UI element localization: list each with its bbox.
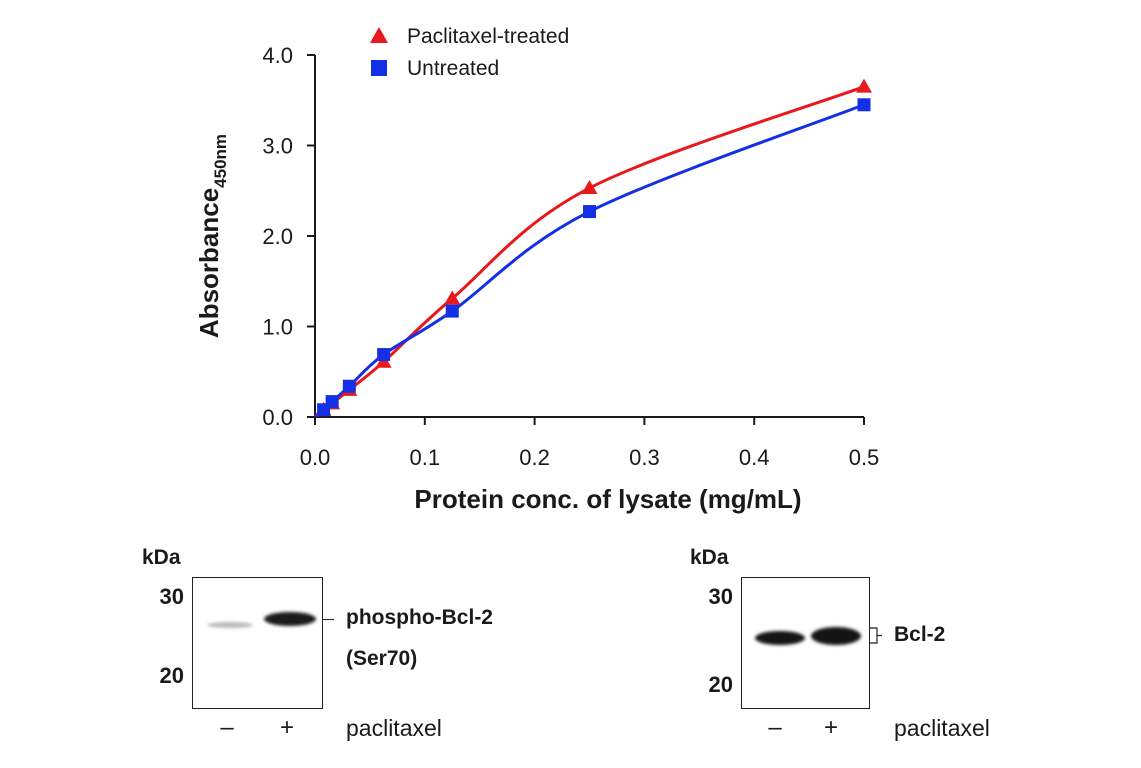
data-point-square	[583, 205, 596, 219]
y-tick-label: 1.0	[262, 315, 293, 340]
blot-right-lane-plus: +	[823, 714, 838, 741]
x-tick-label: 0.0	[300, 445, 331, 470]
blot-left-band-label-line2: (Ser70)	[346, 647, 418, 670]
legend-label: Paclitaxel-treated	[407, 25, 569, 48]
blot-right-bracket	[869, 627, 882, 644]
blot-left-treatment-label: paclitaxel	[346, 715, 442, 741]
blot-right-band-label: Bcl-2	[894, 623, 946, 646]
y-tick-label: 0.0	[262, 405, 293, 430]
fit-curves	[314, 85, 865, 418]
data-point-square	[445, 304, 459, 318]
y-tick-label: 3.0	[262, 134, 293, 159]
blot-right-treatment-label: paclitaxel	[894, 715, 990, 741]
blot-left-mw-30: 30	[159, 584, 184, 609]
data-point-square	[377, 348, 391, 362]
blot-right-band-lane2	[811, 627, 861, 645]
chart-legend: Paclitaxel-treated Untreated	[370, 25, 569, 80]
x-tick-label: 0.1	[410, 445, 441, 470]
data-point-square	[342, 379, 356, 393]
blot-left-kda: kDa	[142, 546, 181, 569]
y-axis-title: Absorbance450nm	[194, 134, 230, 338]
blot-right-kda: kDa	[690, 546, 729, 569]
blot-left-lane-plus: +	[279, 714, 294, 741]
data-point-square	[325, 395, 339, 409]
data-point-triangle	[856, 78, 872, 93]
blot-left-band-lane1	[207, 622, 253, 628]
blot-left-lane-minus: –	[220, 714, 234, 741]
blot-left-band-label-line1: phospho-Bcl-2	[346, 606, 493, 629]
elisa-chart: 0.0 0.1 0.2 0.3 0.4 0.5 0.0 1.0 2.0 3.0 4.0 Paclit…	[194, 25, 879, 514]
y-axis-title-subscript: 450nm	[211, 134, 230, 188]
data-point-triangle	[444, 290, 461, 305]
x-tick-label: 0.3	[629, 445, 660, 470]
blot-right-image	[741, 577, 870, 709]
y-tick-label: 4.0	[262, 43, 293, 68]
legend-label: Untreated	[407, 57, 499, 80]
x-tick-label: 0.2	[519, 445, 550, 470]
legend-marker-square	[371, 60, 387, 76]
data-point-square	[857, 98, 871, 112]
blot-left-band-pointer	[322, 619, 334, 620]
blot-right-band-lane1	[755, 631, 805, 645]
data-point-triangle	[581, 180, 598, 195]
x-tick-label: 0.5	[849, 445, 880, 470]
x-tick-label: 0.4	[739, 445, 770, 470]
data-points	[315, 78, 872, 417]
y-axis-title-main: Absorbance	[194, 188, 224, 338]
x-axis-title: Protein conc. of lysate (mg/mL)	[414, 484, 801, 514]
blot-right-mw-20: 20	[708, 672, 733, 697]
blot-left-band-lane2	[264, 612, 316, 626]
blot-right-lane-minus: –	[768, 714, 782, 741]
chart-axes	[314, 55, 864, 418]
blot-left-image	[192, 577, 323, 709]
fit-curve-untreated	[314, 103, 865, 418]
blot-right-mw-30: 30	[708, 584, 733, 609]
legend-marker-triangle	[370, 27, 388, 43]
chart-ticks: 0.0 0.1 0.2 0.3 0.4 0.5 0.0 1.0 2.0 3.0 4.0	[262, 43, 879, 470]
y-tick-label: 2.0	[262, 224, 293, 249]
blot-left-mw-20: 20	[159, 663, 184, 688]
